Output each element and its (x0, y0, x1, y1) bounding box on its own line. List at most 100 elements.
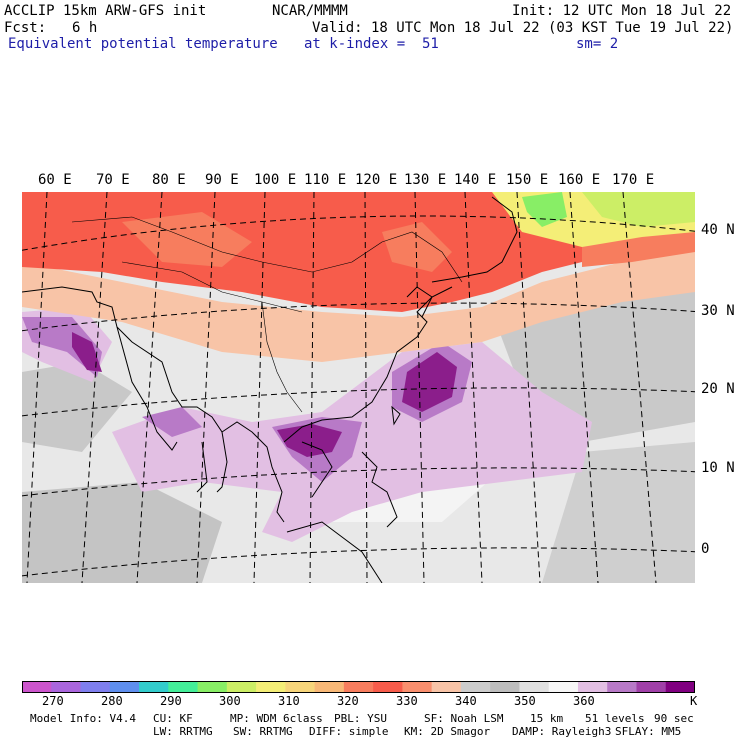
colorbar-tick-340: 340 (455, 694, 477, 708)
colorbar-cell (197, 681, 228, 693)
field-name: Equivalent potential temperature (8, 36, 278, 52)
mainland-sea-border (261, 301, 303, 413)
coastlines (22, 196, 518, 583)
colorbar-cell (343, 681, 374, 693)
lon-label-120e: 120 E (355, 172, 398, 188)
north-pacific-yellowgreen-band (582, 192, 695, 227)
colorbar-cell (285, 681, 316, 693)
footer-cu: CU: KF (153, 712, 193, 725)
theta-e-map (22, 192, 695, 583)
lon-line-110e (309, 192, 315, 583)
lat-label-20n: 20 N (701, 381, 735, 397)
init-time: Init: 12 UTC Mon 18 Jul 22 (512, 3, 732, 19)
central-pacific-field (542, 442, 695, 583)
lat-label-10n: 10 N (701, 460, 735, 476)
colorbar-cell (607, 681, 637, 693)
lon-label-100e: 100 E (254, 172, 297, 188)
footer-damp: DAMP: Rayleigh3 (512, 725, 612, 738)
lon-label-80e: 80 E (152, 172, 186, 188)
model-title: ACCLIP 15km ARW-GFS init (4, 3, 207, 19)
lon-line-70e (81, 192, 108, 583)
lon-label-140e: 140 E (454, 172, 497, 188)
india-coast (22, 286, 228, 493)
colorbar-cell (314, 681, 345, 693)
color-bar (22, 681, 695, 693)
korea-coast (406, 286, 433, 318)
lon-line-150e (516, 192, 541, 583)
lon-line-120e (364, 192, 368, 583)
colorbar-cell (226, 681, 257, 693)
footer-sw: SW: RRTMG (233, 725, 293, 738)
lon-line-130e (414, 192, 425, 583)
colorbar-tick-310: 310 (278, 694, 300, 708)
bay-of-bengal-moist-core (142, 407, 202, 437)
footer-sflay: SFLAY: MM5 (615, 725, 682, 738)
philippines-coast (361, 451, 398, 528)
lon-line-100e (253, 192, 266, 583)
lon-label-170e: 170 E (612, 172, 655, 188)
philippine-sea-max-core (402, 352, 457, 412)
colorbar-tick-320: 320 (337, 694, 359, 708)
indochina-max-core (277, 424, 342, 457)
colorbar-cell (402, 681, 433, 693)
colorbar-cell (168, 681, 199, 693)
footer-model-info: Model Info: V4.4 (30, 712, 136, 725)
andaman-coast (196, 441, 208, 493)
lat-line-40n (22, 215, 695, 251)
colorbar-cell (490, 681, 520, 693)
india-west-coast (116, 326, 178, 451)
level-index: at k-index = 51 (304, 36, 439, 52)
arabian-sea-field (22, 362, 132, 452)
colorbar-cell (109, 681, 140, 693)
lat-label-equator: 0 (701, 541, 710, 557)
india-max-core (72, 332, 102, 372)
footer-mp: MP: WDM 6class (230, 712, 323, 725)
lon-label-90e: 90 E (205, 172, 239, 188)
lon-label-130e: 130 E (404, 172, 447, 188)
colorbar-cell (519, 681, 550, 693)
colorbar-cell (139, 681, 169, 693)
lat-line-10n (22, 467, 695, 497)
vietnam-coast (301, 441, 333, 498)
footer-lw: LW: RRTMG (153, 725, 213, 738)
colorbar-tick-300: 300 (219, 694, 241, 708)
lon-label-60e: 60 E (38, 172, 72, 188)
lon-line-90e (196, 192, 216, 583)
colorbar-cell (256, 681, 286, 693)
lon-label-70e: 70 E (96, 172, 130, 188)
lon-line-80e (136, 192, 163, 583)
lon-line-60e (26, 192, 48, 583)
indian-ocean-field (22, 482, 222, 583)
borneo-coast (286, 521, 383, 583)
footer-timestep: 90 sec (654, 712, 694, 725)
taiwan-coast (391, 405, 401, 426)
colorbar-unit: K (690, 694, 698, 708)
valid-time: Valid: 18 UTC Mon 18 Jul 22 (03 KST Tue … (312, 20, 734, 36)
lat-line-20n (22, 387, 695, 417)
colorbar-cell (577, 681, 608, 693)
colorbar-tick-350: 350 (514, 694, 536, 708)
colorbar-cell (431, 681, 462, 693)
south-china-coast (283, 286, 453, 443)
footer-diff: DIFF: simple (309, 725, 389, 738)
lat-label-30n: 30 N (701, 303, 735, 319)
colorbar-tick-290: 290 (160, 694, 182, 708)
colorbar-tick-360: 360 (573, 694, 595, 708)
footer-resolution: 15 km (530, 712, 564, 725)
colorbar-cell (80, 681, 111, 693)
pacific-frontal-band (582, 232, 695, 267)
lon-label-110e: 110 E (304, 172, 347, 188)
burma-thai-coast (221, 421, 285, 523)
forecast-label: Fcst: (4, 20, 47, 36)
colorbar-tick-330: 330 (396, 694, 418, 708)
lon-line-160e (569, 192, 599, 583)
north-china-orange-patch (382, 222, 452, 272)
subtropical-transition-band (22, 247, 695, 362)
colorbar-cell (548, 681, 579, 693)
colorbar-cell (460, 681, 491, 693)
colorbar-tick-280: 280 (101, 694, 123, 708)
colorbar-cell (665, 681, 695, 693)
lat-label-40n: 40 N (701, 222, 735, 238)
mongolia-border (71, 216, 463, 283)
lat-line-30n (22, 302, 695, 332)
